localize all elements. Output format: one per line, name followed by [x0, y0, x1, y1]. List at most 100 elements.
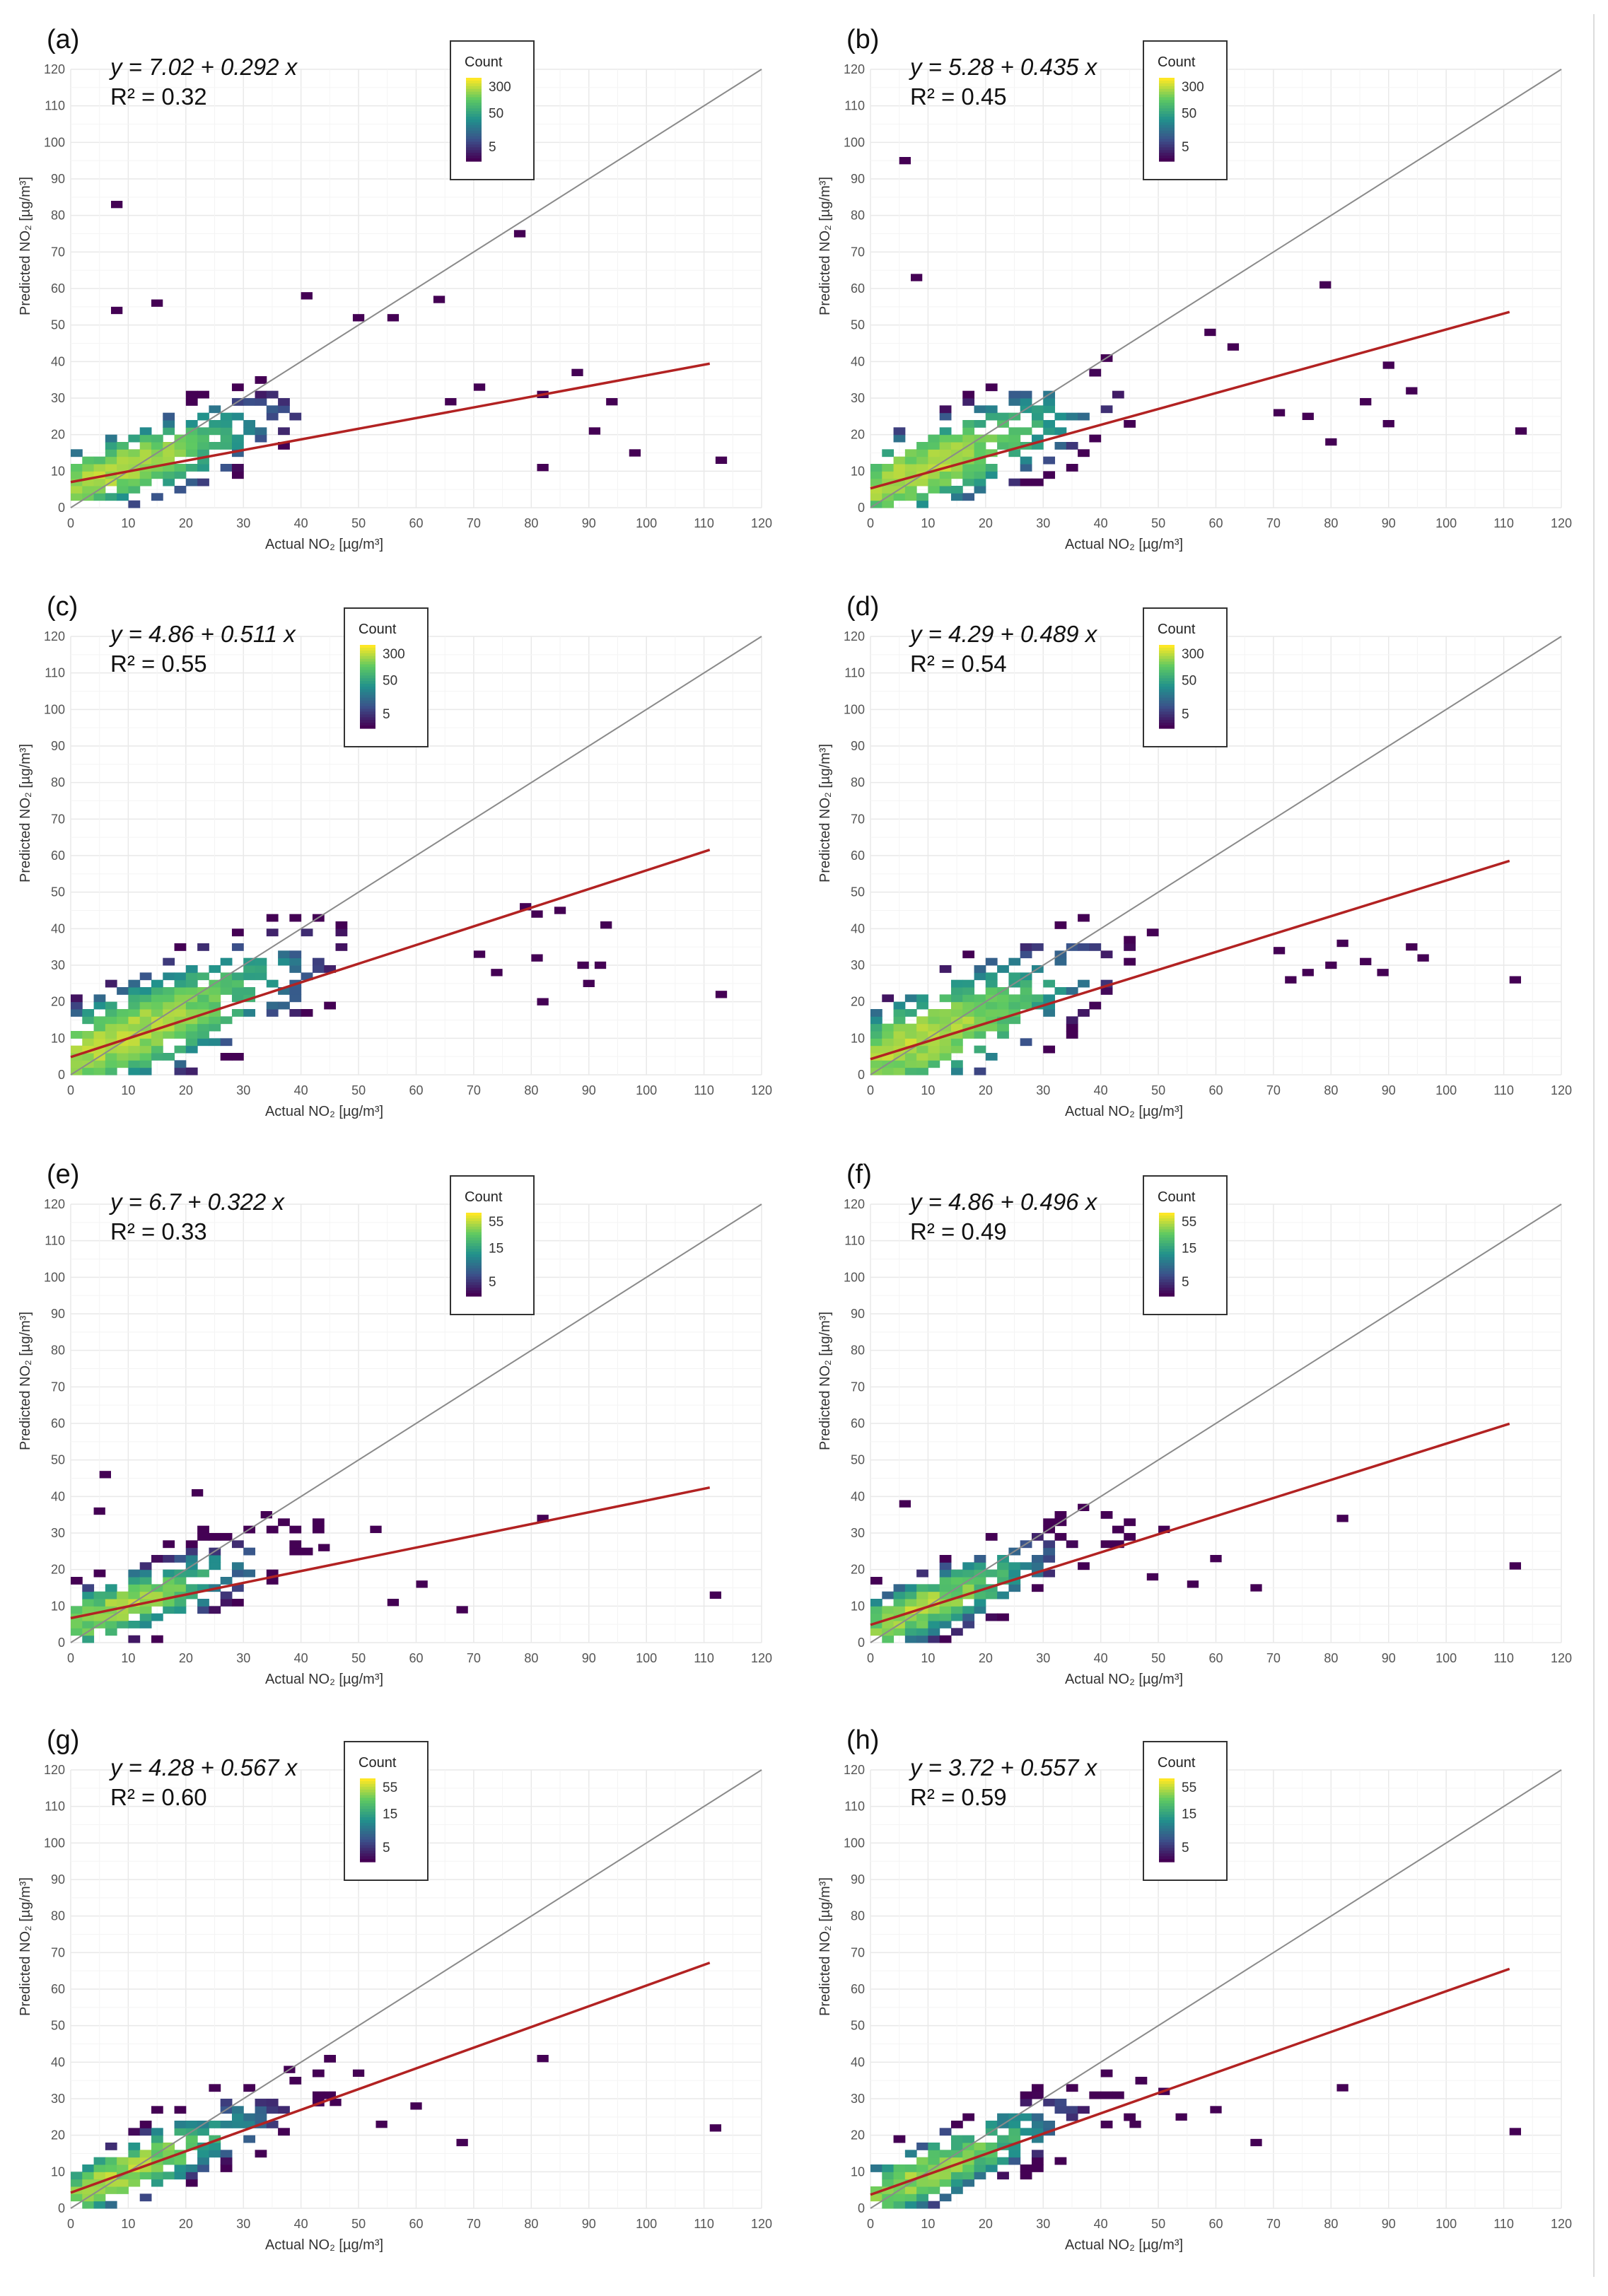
- x-axis-title: Actual NO₂ [µg/m³]: [265, 1104, 383, 1119]
- heatmap-outlier-bin: [456, 1606, 468, 1614]
- x-tick-label: 30: [1036, 1083, 1050, 1097]
- legend-gradient-segment: [466, 1257, 482, 1261]
- x-tick-label: 30: [236, 516, 250, 530]
- legend-gradient-segment: [466, 1262, 482, 1266]
- panel-c: 0010102020303040405050606070708080909010…: [18, 592, 772, 1119]
- identity-line: [870, 1769, 1562, 2209]
- heatmap-bin: [174, 471, 187, 479]
- legend-gradient-segment: [1159, 1842, 1175, 1846]
- heatmap-bin: [928, 471, 940, 479]
- heatmap-bin: [882, 1606, 895, 1614]
- heatmap-bin: [904, 1628, 917, 1636]
- x-tick-label: 60: [409, 1083, 423, 1097]
- x-tick-label: 80: [524, 1083, 538, 1097]
- heatmap-bin: [105, 1023, 117, 1032]
- legend-gradient-segment: [466, 133, 482, 137]
- legend-gradient-segment: [466, 1226, 482, 1230]
- heatmap-bin: [220, 2157, 233, 2165]
- heatmap-bin: [1020, 1001, 1032, 1010]
- x-tick-label: 40: [1094, 2217, 1108, 2231]
- legend-gradient-segment: [1159, 1812, 1175, 1815]
- heatmap-bin: [893, 1628, 906, 1636]
- heatmap-bin: [209, 420, 221, 428]
- legend-gradient-segment: [466, 1290, 482, 1294]
- y-tick-label: 120: [44, 1763, 65, 1777]
- heatmap-bin: [278, 950, 290, 959]
- heatmap-bin: [1020, 456, 1032, 465]
- heatmap-bin: [928, 1621, 940, 1628]
- r-squared-label: R² = 0.55: [110, 651, 207, 677]
- heatmap-bin: [974, 2143, 986, 2150]
- heatmap-bin: [893, 2179, 906, 2187]
- heatmap-bin: [939, 449, 952, 458]
- heatmap-bin: [151, 2164, 163, 2172]
- heatmap-bin: [301, 972, 313, 981]
- legend-gradient-segment: [360, 672, 375, 676]
- heatmap-bin: [71, 464, 83, 472]
- heatmap-bin: [997, 1613, 1009, 1621]
- heatmap-bin: [82, 2201, 95, 2209]
- legend-title: Count: [465, 1189, 503, 1205]
- heatmap-bin: [209, 1606, 221, 1614]
- y-tick-label: 70: [851, 1945, 865, 1959]
- heatmap-bin: [1066, 2106, 1078, 2114]
- y-tick-label: 80: [51, 209, 65, 223]
- legend-gradient-segment: [1159, 1817, 1175, 1821]
- heatmap-bin: [928, 1635, 940, 1643]
- heatmap-bin: [174, 2164, 187, 2172]
- heatmap-bin: [231, 2113, 244, 2121]
- heatmap-bin: [117, 478, 129, 486]
- heatmap-bin: [893, 493, 906, 501]
- legend-gradient-segment: [1159, 94, 1175, 98]
- x-tick-label: 120: [1551, 2217, 1572, 2231]
- heatmap-bin: [1008, 449, 1021, 458]
- heatmap-bin: [312, 1518, 325, 1527]
- legend-gradient-segment: [1159, 83, 1175, 87]
- x-tick-label: 90: [1382, 1083, 1396, 1097]
- regression-equation: y = 6.7 + 0.322 x: [109, 1189, 285, 1215]
- y-tick-label: 110: [844, 1800, 865, 1814]
- heatmap-bin: [962, 2179, 975, 2187]
- heatmap-bin: [266, 1577, 279, 1585]
- heatmap-bin: [82, 1009, 95, 1017]
- y-tick-label: 100: [44, 1836, 65, 1850]
- heatmap-bin: [962, 1584, 975, 1592]
- heatmap-bin: [1078, 1009, 1090, 1017]
- x-axis-title: Actual NO₂ [µg/m³]: [265, 537, 383, 552]
- x-tick-label: 0: [67, 2217, 74, 2231]
- legend-gradient-segment: [1159, 1218, 1175, 1222]
- heatmap-bin: [939, 1606, 952, 1614]
- heatmap-outlier-bin: [1210, 2106, 1222, 2114]
- heatmap-bin: [1066, 442, 1078, 450]
- x-tick-label: 120: [1551, 1083, 1572, 1097]
- heatmap-bin: [950, 464, 963, 472]
- legend-title: Count: [359, 1755, 397, 1771]
- legend-tick-label: 5: [383, 1841, 390, 1855]
- heatmap-outlier-bin: [456, 2138, 468, 2147]
- heatmap-bin: [882, 1045, 895, 1054]
- y-tick-label: 50: [51, 1453, 65, 1467]
- heatmap-bin: [974, 1555, 986, 1563]
- y-tick-label: 110: [844, 666, 865, 680]
- heatmap-bin: [962, 1591, 975, 1599]
- heatmap-bin: [974, 1009, 986, 1017]
- heatmap-bin: [139, 1584, 152, 1592]
- heatmap-bin: [1089, 1001, 1102, 1010]
- heatmap-outlier-bin: [1325, 438, 1337, 446]
- legend-box: [344, 1741, 429, 1881]
- heatmap-bin: [185, 420, 198, 428]
- heatmap-bin: [93, 2172, 106, 2180]
- heatmap-bin: [916, 456, 928, 465]
- identity-line: [70, 1204, 762, 1643]
- heatmap-bin: [928, 449, 940, 458]
- heatmap-bin: [197, 427, 209, 436]
- heatmap-bin: [893, 1599, 906, 1607]
- legend-box: [1143, 40, 1228, 180]
- heatmap-bin: [301, 1547, 313, 1556]
- heatmap-bin: [163, 972, 175, 981]
- legend-tick-label: 5: [489, 1275, 496, 1290]
- heatmap-bin: [82, 2179, 95, 2187]
- heatmap-bin: [163, 1053, 175, 1061]
- r-squared-label: R² = 0.33: [110, 1218, 207, 1245]
- heatmap-bin: [997, 2143, 1009, 2150]
